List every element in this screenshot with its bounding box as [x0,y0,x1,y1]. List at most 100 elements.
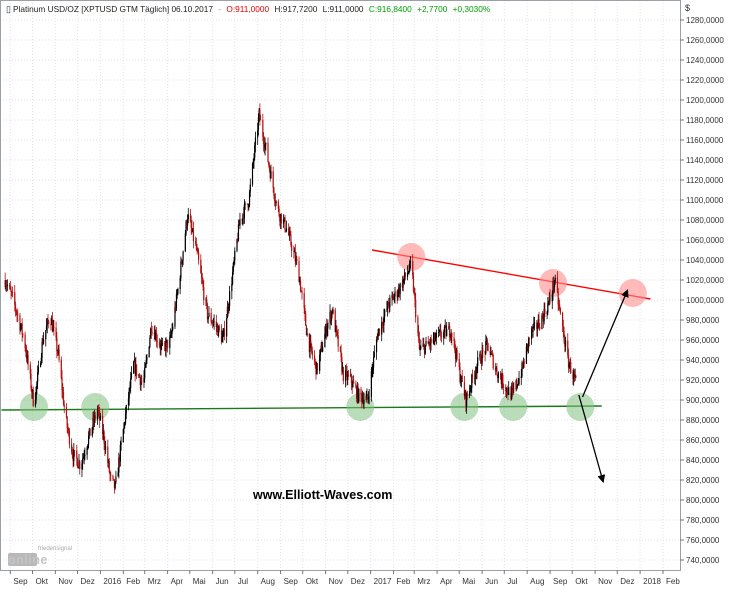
candle-body [417,317,419,334]
candle-body [289,232,291,235]
candle-body [444,326,446,328]
candle-body [45,330,47,340]
candle-body [446,329,448,337]
candle-body [460,381,462,383]
grid [0,0,680,570]
candle-body [4,280,6,287]
candle-body [526,343,528,347]
candle-body [124,413,127,424]
candle-body [25,352,28,359]
candle-body [268,161,270,166]
candle-body [356,386,358,399]
candle-body [275,201,277,203]
candle-body [144,364,147,368]
candle-body [305,313,307,326]
candle-body [409,261,411,271]
candle-body [310,340,312,344]
candle-body [527,343,529,348]
candle-body [491,353,494,356]
online-logo: friedensignal online [8,546,72,567]
x-tick-label: Jul [507,577,517,586]
candle-body [398,287,401,294]
candle-body [109,471,111,475]
y-tick-label: 900,0000 [686,396,720,405]
candle-body [280,213,282,224]
candle-body [531,328,533,333]
candle-body [19,315,21,331]
candle-body [460,375,463,382]
candle-body [185,221,187,234]
candle-body [361,394,363,402]
candle-body [438,330,440,333]
candle-body [538,319,540,327]
candle-body [341,367,344,372]
candle-body [210,312,212,323]
candle-body [207,316,209,320]
candle-body [391,295,393,298]
candle-body [516,380,518,387]
candle-body [206,299,208,305]
candle-body [65,407,68,418]
candle-body [227,307,229,311]
candle-body [87,444,89,448]
candle-body [516,384,519,387]
candle-body [542,315,544,317]
y-tick-label: 1160,0000 [686,136,724,145]
candle-body [154,333,156,341]
candle-body [372,367,374,370]
candle-body [383,316,385,326]
x-tick-label: Mrz [417,577,430,586]
candle-body [393,296,395,300]
candle-body [381,322,383,335]
candle-body [61,377,63,391]
candle-body [507,392,509,395]
candle-body [440,329,442,337]
candle-body [327,322,329,329]
candle-body [308,333,310,352]
candle-body [489,350,491,355]
candle-body [181,261,183,264]
candle-body [236,239,238,251]
candle-body [184,233,186,252]
candle-body [242,214,244,220]
candle-body [479,353,481,358]
candle-body [397,294,399,298]
candle-body [502,374,504,387]
candle-body [419,348,421,350]
candle-body [551,294,553,302]
candle-body [203,287,205,301]
candle-body [465,391,467,407]
candle-body [254,137,257,146]
candle-body [501,374,503,385]
candle-body [218,326,220,331]
candle-body [500,379,502,385]
candle-body [361,398,364,402]
candle-body [177,289,179,294]
candle-body [398,287,400,295]
y-tick-label: 960,0000 [686,336,720,345]
candle-body [502,386,505,388]
candle-body [523,361,525,364]
candle-body [330,311,332,321]
candle-body [6,284,8,287]
candle-body [107,446,109,463]
x-tick-label: Okt [306,577,319,586]
y-tick-label: 860,0000 [686,436,720,445]
candle-body [548,296,550,302]
candle-body [20,323,23,327]
candle-body [46,319,48,326]
x-tick-label: Okt [35,577,48,586]
candle-body [212,323,214,324]
candle-body [536,322,538,329]
candle-body [222,335,224,337]
candle-body [505,387,508,392]
candle-body [299,280,302,291]
candle-body [257,117,260,131]
candle-body [341,356,343,372]
candle-body [418,333,420,338]
candle-body [296,258,298,261]
candle-body [355,383,357,388]
candle-body [476,366,478,373]
x-tick-label: Okt [575,577,588,586]
candle-body [475,372,477,374]
